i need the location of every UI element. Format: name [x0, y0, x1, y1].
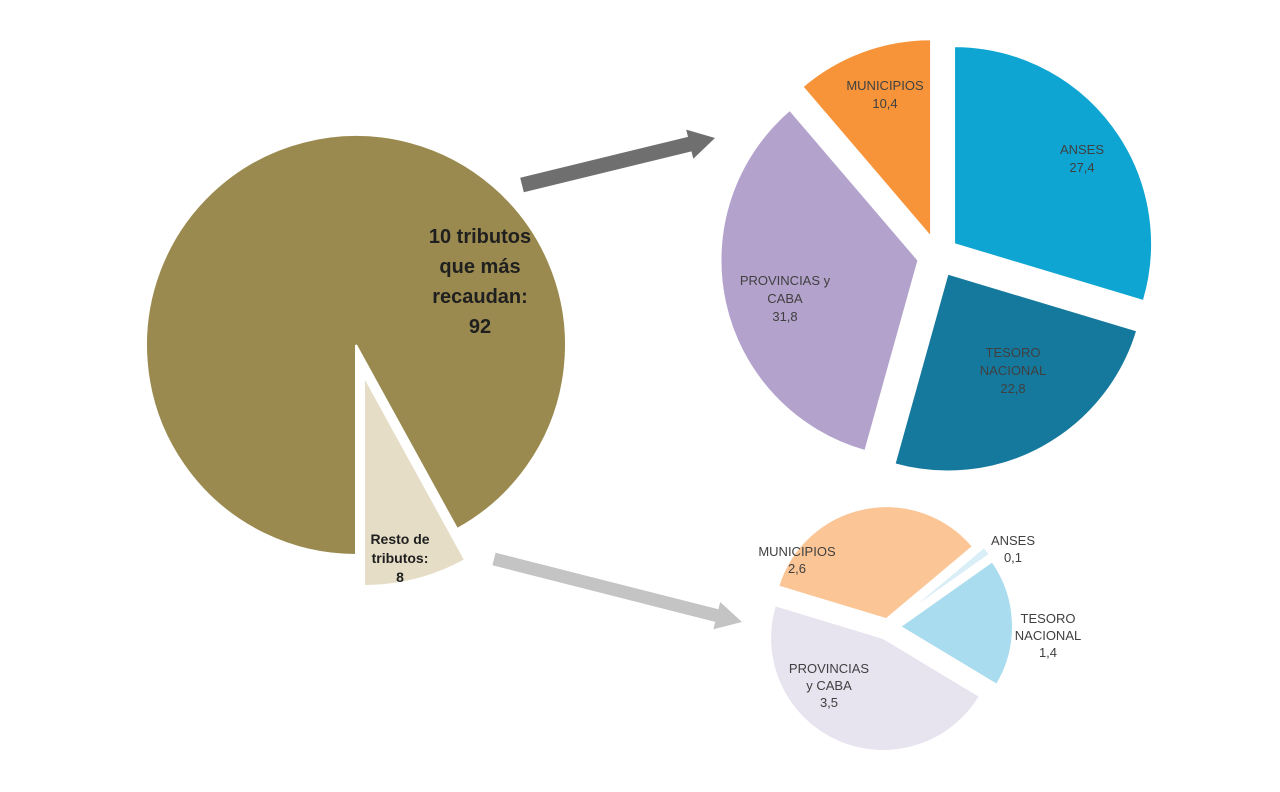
slice-total-10-tributos-label-line: 10 tributos — [429, 226, 531, 248]
slice-top10-breakdown-municipios-label-line: 10,4 — [872, 96, 897, 111]
slice-total-resto-de-label-line: Resto de — [370, 531, 429, 547]
slice-top10-breakdown-anses-label-line: ANSES — [1060, 142, 1104, 157]
slice-total-10-tributos — [145, 134, 567, 557]
slice-top10-breakdown-provincias-y-label: PROVINCIAS y CABA 31,8 — [740, 273, 831, 324]
slice-rest-breakdown-tesoro-label-line: NACIONAL — [1015, 628, 1081, 643]
slice-rest-breakdown-anses-label-line: ANSES — [991, 533, 1035, 548]
slice-top10-breakdown-tesoro-label-line: 22,8 — [1000, 381, 1025, 396]
slice-rest-breakdown-tesoro-label-line: 1,4 — [1039, 645, 1057, 660]
arrow-to-rest-breakdown — [492, 552, 742, 630]
slice-rest-breakdown-provincias-label-line: y CABA — [806, 678, 852, 693]
pie-total: 10 tributos que más recaudan: 92 Resto de tri… — [145, 134, 567, 587]
slice-top10-breakdown-tesoro-label: TESORO NACIONAL 22,8 — [980, 345, 1046, 396]
slice-rest-breakdown-municipios-label-line: 2,6 — [788, 561, 806, 576]
slice-top10-breakdown-tesoro — [893, 272, 1139, 473]
slice-top10-breakdown-municipios — [801, 38, 933, 240]
slice-total-10-tributos-label-line: recaudan: — [432, 286, 528, 308]
slice-rest-breakdown-anses — [896, 545, 992, 621]
slice-rest-breakdown-municipios — [776, 505, 975, 621]
slice-total-resto-de-label-line: 8 — [396, 569, 404, 585]
slice-top10-breakdown-provincias-y-label-line: CABA — [767, 291, 803, 306]
slice-top10-breakdown-tesoro-label-line: TESORO — [986, 345, 1041, 360]
slice-total-resto-de — [362, 375, 467, 587]
slice-rest-breakdown-tesoro — [898, 559, 1014, 687]
slice-top10-breakdown-provincias-y-label-line: PROVINCIAS y — [740, 273, 831, 288]
pie-rest-breakdown: ANSES 0,1 TESORO NACIONAL 1,4 PROVINCIAS y CAB… — [758, 505, 1081, 752]
slice-total-10-tributos-label-line: 92 — [469, 316, 491, 338]
slice-rest-breakdown-provincias — [769, 603, 982, 752]
slice-rest-breakdown-municipios-label: MUNICIPIOS 2,6 — [758, 544, 836, 576]
slice-top10-breakdown-provincias-y — [719, 108, 920, 453]
slice-total-10-tributos-label-line: que más — [439, 256, 520, 278]
slice-rest-breakdown-tesoro-label-line: TESORO — [1021, 611, 1076, 626]
slice-top10-breakdown-anses — [953, 45, 1154, 303]
slice-rest-breakdown-anses-label-line: 0,1 — [1004, 550, 1022, 565]
pie-top10-breakdown: ANSES 27,4 TESORO NACIONAL 22,8 PROVINCIAS y C… — [719, 38, 1154, 473]
slice-top10-breakdown-provincias-y-label-line: 31,8 — [772, 309, 797, 324]
slice-rest-breakdown-provincias-label-line: PROVINCIAS — [789, 661, 870, 676]
slice-total-10-tributos-label: 10 tributos que más recaudan: 92 — [429, 226, 531, 338]
slice-top10-breakdown-municipios-label-line: MUNICIPIOS — [846, 78, 924, 93]
slice-top10-breakdown-municipios-label: MUNICIPIOS 10,4 — [846, 78, 924, 111]
slice-rest-breakdown-municipios-label-line: MUNICIPIOS — [758, 544, 836, 559]
slice-total-resto-de-label: Resto de tributos: 8 — [370, 531, 429, 585]
slice-top10-breakdown-anses-label-line: 27,4 — [1069, 160, 1094, 175]
slice-rest-breakdown-anses-label: ANSES 0,1 — [991, 533, 1035, 565]
slice-total-resto-de-label-line: tributos: — [372, 550, 429, 566]
slice-rest-breakdown-provincias-label-line: 3,5 — [820, 695, 838, 710]
slice-rest-breakdown-provincias-label: PROVINCIAS y CABA 3,5 — [789, 661, 870, 710]
slice-top10-breakdown-tesoro-label-line: NACIONAL — [980, 363, 1046, 378]
arrow-to-top10-breakdown — [520, 129, 715, 193]
slice-rest-breakdown-tesoro-label: TESORO NACIONAL 1,4 — [1015, 611, 1081, 660]
slice-top10-breakdown-anses-label: ANSES 27,4 — [1060, 142, 1104, 175]
